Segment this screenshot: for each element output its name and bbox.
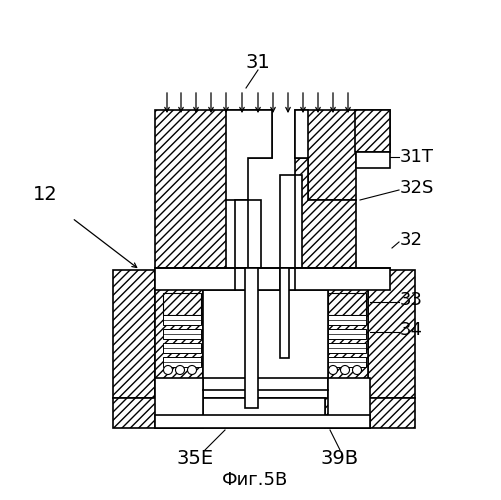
Polygon shape (295, 110, 389, 200)
Bar (163, 343, 200, 353)
Circle shape (328, 366, 337, 374)
Circle shape (163, 366, 172, 374)
Bar (113, 398, 202, 428)
Bar (163, 357, 200, 367)
Bar (163, 293, 200, 315)
Bar (155, 270, 202, 398)
Text: 32S: 32S (399, 179, 433, 197)
Bar (327, 378, 369, 428)
Bar (234, 200, 261, 268)
Bar (163, 329, 200, 339)
Polygon shape (295, 110, 308, 158)
Bar (327, 329, 365, 339)
Bar (367, 270, 414, 398)
Bar (202, 398, 324, 428)
Bar (327, 315, 365, 325)
Text: Фиг.5B: Фиг.5B (221, 471, 288, 489)
Bar (280, 268, 289, 358)
Text: 33: 33 (399, 291, 422, 309)
Bar (202, 290, 327, 398)
Text: 12: 12 (33, 186, 57, 204)
Text: 32: 32 (399, 231, 422, 249)
Bar (163, 315, 200, 325)
Bar (354, 110, 389, 152)
Circle shape (187, 366, 196, 374)
Circle shape (175, 366, 184, 374)
Text: 34: 34 (399, 321, 422, 339)
Bar (155, 268, 389, 290)
Text: 35E: 35E (176, 448, 213, 468)
Polygon shape (225, 110, 272, 200)
Bar (324, 398, 414, 428)
Polygon shape (295, 158, 355, 268)
Bar (327, 293, 365, 315)
Circle shape (340, 366, 349, 374)
Text: 39B: 39B (320, 448, 358, 468)
Text: 31: 31 (245, 52, 270, 72)
Polygon shape (155, 110, 272, 268)
Bar (244, 268, 258, 408)
Bar (280, 175, 302, 268)
Circle shape (352, 366, 361, 374)
Bar (202, 378, 327, 398)
Bar (155, 415, 369, 428)
Bar (327, 357, 365, 367)
Bar (155, 378, 202, 428)
Bar (327, 270, 367, 398)
Bar (327, 343, 365, 353)
Text: 31T: 31T (399, 148, 433, 166)
Bar (113, 270, 155, 398)
Bar (355, 152, 389, 168)
